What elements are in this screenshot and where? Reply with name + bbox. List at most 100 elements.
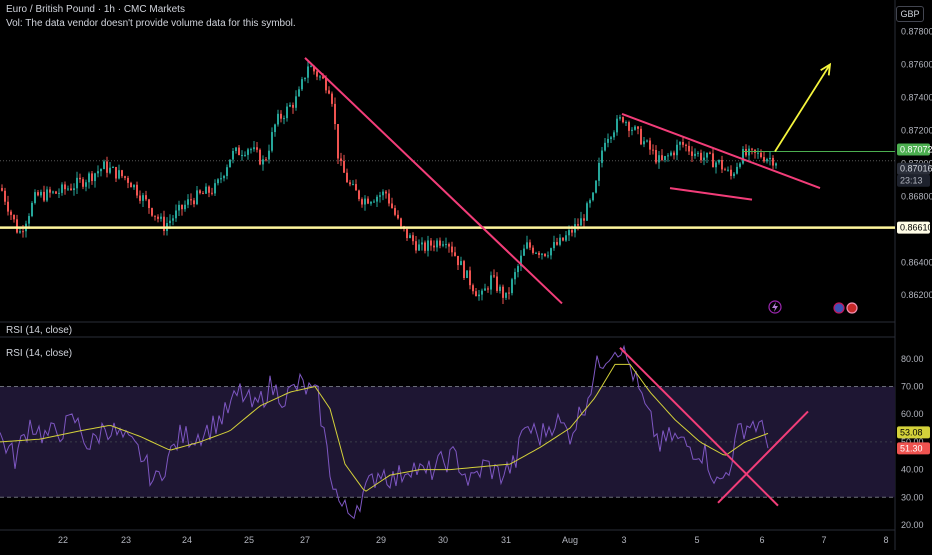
candle-body	[610, 137, 612, 139]
candle	[181, 204, 183, 216]
candle	[625, 120, 627, 127]
candle	[505, 292, 507, 300]
candle	[154, 215, 156, 221]
candle	[268, 144, 270, 164]
candle-body	[634, 126, 636, 130]
candle	[493, 269, 495, 279]
candle-body	[394, 208, 396, 215]
candle	[28, 213, 30, 228]
candle	[487, 286, 489, 293]
candle	[277, 109, 279, 127]
candle-body	[679, 142, 681, 145]
candle-body	[769, 157, 771, 160]
candle-body	[250, 149, 252, 151]
candle-body	[646, 140, 648, 142]
candle-body	[64, 184, 66, 190]
time-tick-label: 6	[759, 535, 764, 545]
countdown-badge-bg	[897, 174, 930, 187]
candle	[319, 75, 321, 81]
candle	[109, 161, 111, 175]
candle-body	[586, 203, 588, 221]
candle	[115, 166, 117, 183]
candle	[526, 235, 528, 250]
candle-body	[124, 176, 126, 178]
candle	[106, 156, 108, 178]
candle	[43, 185, 45, 203]
candle-body	[700, 152, 702, 161]
candle-body	[748, 148, 750, 156]
candle-body	[55, 191, 57, 194]
candle	[64, 181, 66, 195]
candle-body	[313, 66, 315, 72]
candle	[385, 189, 387, 199]
event-icon[interactable]	[833, 302, 845, 314]
candle-body	[703, 157, 705, 161]
candle-body	[493, 275, 495, 277]
candle-body	[436, 240, 438, 248]
last-price-badge: 0.87072	[897, 143, 932, 156]
candle-body	[151, 208, 153, 216]
candle-body	[76, 177, 78, 189]
candle-body	[487, 288, 489, 290]
candle-body	[238, 147, 240, 156]
candle	[193, 197, 195, 208]
candle-body	[397, 214, 399, 219]
candle-body	[40, 191, 42, 196]
flag-icon[interactable]	[846, 302, 858, 314]
candle	[475, 287, 477, 297]
candle	[742, 146, 744, 165]
price-tick-label: 0.86400	[901, 257, 932, 267]
candle-body	[463, 261, 465, 279]
candle-body	[694, 153, 696, 156]
candle	[286, 103, 288, 122]
candle-body	[91, 173, 93, 182]
candle	[82, 177, 84, 190]
candle-body	[637, 126, 639, 129]
candle-body	[127, 177, 129, 183]
candle	[412, 232, 414, 245]
candle	[151, 207, 153, 217]
candle-body	[448, 244, 450, 247]
candle-body	[88, 173, 90, 183]
lightning-icon[interactable]	[768, 300, 782, 314]
candle-body	[31, 202, 33, 217]
candle	[433, 240, 435, 252]
candle	[352, 180, 354, 186]
candle-body	[157, 216, 159, 219]
candle	[208, 185, 210, 198]
rsi-tick-label: 50.00	[901, 437, 924, 447]
time-tick-label: 24	[182, 535, 192, 545]
candle	[247, 147, 249, 160]
candle-body	[439, 240, 441, 246]
candle	[724, 167, 726, 171]
candle	[697, 151, 699, 157]
candle	[226, 164, 228, 180]
candle	[37, 189, 39, 197]
rsi-value-badge: 51.30	[897, 442, 930, 455]
candle	[52, 190, 54, 195]
candle-body	[169, 220, 171, 224]
candle	[646, 139, 648, 143]
candle-body	[508, 292, 510, 294]
candle-body	[160, 216, 162, 219]
candle	[511, 277, 513, 296]
candle-body	[178, 204, 180, 211]
candle	[775, 162, 777, 169]
candle-body	[385, 191, 387, 194]
candle	[160, 213, 162, 222]
candle	[607, 133, 609, 148]
forecast-arrow-head	[820, 62, 832, 76]
candle-body	[373, 201, 375, 203]
candle-body	[172, 218, 174, 221]
candle-body	[745, 149, 747, 156]
candle	[514, 268, 516, 285]
candle	[70, 183, 72, 191]
currency-button[interactable]: GBP	[896, 6, 924, 22]
candle-body	[289, 104, 291, 107]
candle-body	[235, 147, 237, 152]
candle	[643, 137, 645, 148]
candle	[619, 114, 621, 121]
time-tick-label: 8	[883, 535, 888, 545]
